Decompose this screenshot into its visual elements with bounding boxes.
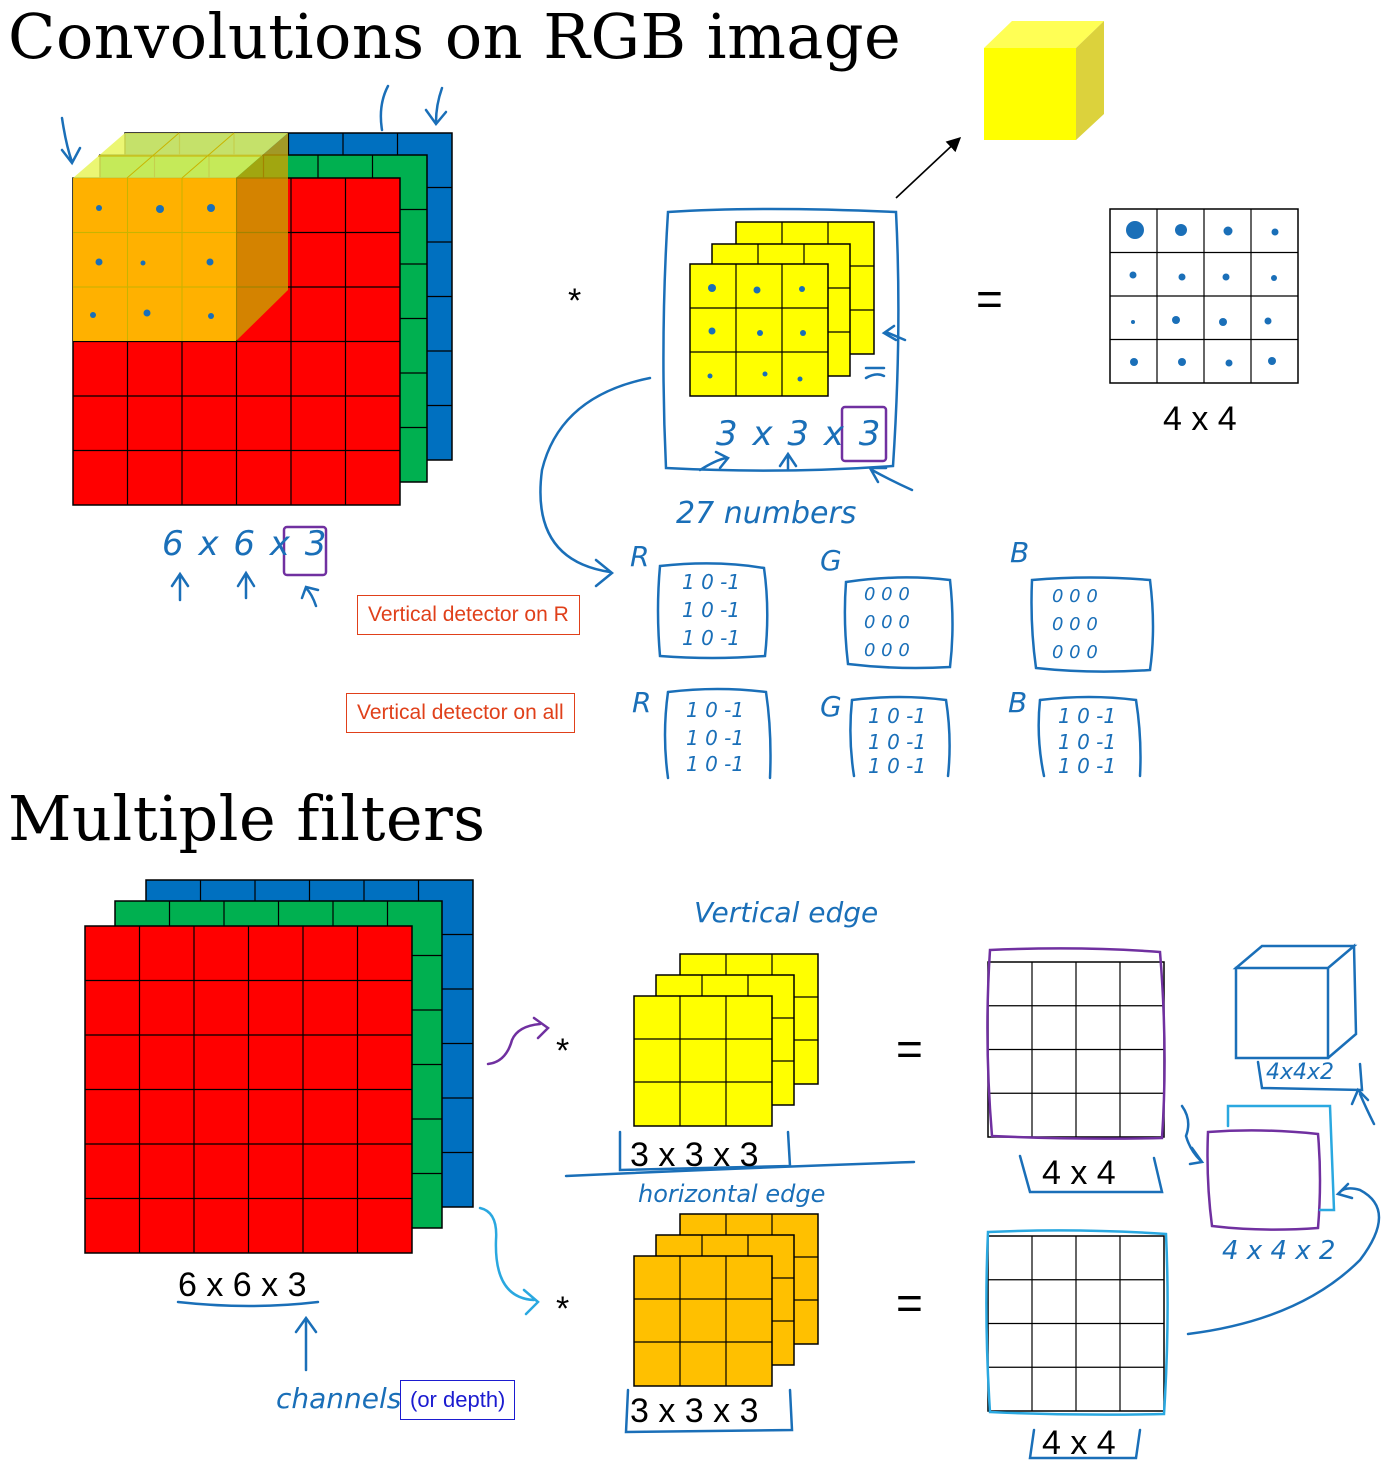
- note-or-depth: (or depth): [400, 1380, 516, 1420]
- matrix-B-row-2: 0 0 0: [1052, 614, 1098, 635]
- output2-dims: 4 x 4: [1042, 1424, 1116, 1462]
- matrix-G-row-1: 0 0 0: [864, 584, 910, 605]
- matrix-all-R-row-3: 1 0 -1: [686, 752, 745, 776]
- convolve-operator-2: *: [556, 1290, 570, 1328]
- matrix-R-row-3: 1 0 -1: [682, 626, 741, 650]
- channels-note: channels: [276, 1382, 402, 1415]
- matrix-all-G-row-1: 1 0 -1: [868, 704, 927, 728]
- channel-label-G-2: G: [820, 690, 842, 723]
- channel-label-R-1: R: [630, 540, 650, 573]
- note-vertical-detector-R: Vertical detector on R: [357, 595, 580, 635]
- matrix-G-row-2: 0 0 0: [864, 612, 910, 633]
- channel-label-B-1: B: [1010, 536, 1030, 569]
- stacked-output-label-1: 4x4x2: [1266, 1060, 1335, 1085]
- output-dims-top: 4 x 4: [1163, 400, 1237, 438]
- matrix-all-R-row-2: 1 0 -1: [686, 726, 745, 750]
- filter-overlay-cube: [73, 132, 288, 341]
- channel-pointer-arrows: [60, 84, 448, 608]
- channel-label-B-2: B: [1008, 686, 1028, 719]
- matrix-all-B-row-2: 1 0 -1: [1058, 730, 1117, 754]
- title-convolutions-rgb: Convolutions on RGB image: [8, 0, 902, 73]
- filter-volume-top: [689, 221, 875, 397]
- equals-operator-2: =: [896, 1277, 923, 1329]
- convolve-operator-1: *: [556, 1032, 570, 1070]
- filter2-volume: [633, 1213, 819, 1387]
- channels-box-input: [282, 525, 328, 577]
- filter1-volume: [633, 953, 819, 1127]
- matrix-brackets-top: [656, 562, 1155, 780]
- matrix-R-row-1: 1 0 -1: [682, 570, 741, 594]
- filter-annotation-strokes: [539, 324, 914, 588]
- output2-grid: [987, 1235, 1165, 1412]
- numbers-count-note: 27 numbers: [676, 496, 857, 531]
- output1-grid: [987, 961, 1165, 1138]
- matrix-all-G-row-2: 1 0 -1: [868, 730, 927, 754]
- channel-label-G-1: G: [820, 544, 842, 577]
- output-cube-top: [984, 21, 1104, 140]
- input-dims-handwritten: 6 x 6 x 3: [162, 524, 329, 564]
- input2-red-channel: [84, 925, 413, 1254]
- filter-dims-handwritten: 3 x 3 x 3: [716, 414, 883, 454]
- arrow-to-cube: [895, 137, 962, 199]
- note-vertical-detector-all: Vertical detector on all: [346, 693, 575, 733]
- stacked-output-label-2: 4 x 4 x 2: [1222, 1236, 1336, 1266]
- bottom-annotation-strokes: [176, 943, 1381, 1460]
- matrix-B-row-1: 0 0 0: [1052, 586, 1098, 607]
- filter2-dims: 3 x 3 x 3: [630, 1392, 759, 1430]
- matrix-all-B-row-1: 1 0 -1: [1058, 704, 1117, 728]
- matrix-B-row-3: 0 0 0: [1052, 642, 1098, 663]
- note-horizontal-edge: horizontal edge: [638, 1180, 826, 1208]
- matrix-R-row-2: 1 0 -1: [682, 598, 741, 622]
- matrix-all-B-row-3: 1 0 -1: [1058, 754, 1117, 778]
- matrix-all-G-row-3: 1 0 -1: [868, 754, 927, 778]
- output-grid-top: [1109, 208, 1299, 384]
- filter-enclosure: [662, 207, 900, 472]
- equals-operator-top: =: [976, 273, 1003, 325]
- convolve-operator-top: *: [568, 282, 582, 320]
- output1-dims: 4 x 4: [1042, 1154, 1116, 1192]
- title-multiple-filters: Multiple filters: [8, 782, 486, 855]
- input2-dims: 6 x 6 x 3: [178, 1266, 307, 1304]
- equals-operator-1: =: [896, 1023, 923, 1075]
- matrix-G-row-3: 0 0 0: [864, 640, 910, 661]
- channel-label-R-2: R: [632, 686, 652, 719]
- channels-box-filter: [840, 405, 888, 463]
- filter1-dims: 3 x 3 x 3: [630, 1136, 759, 1174]
- note-vertical-edge: Vertical edge: [694, 896, 879, 929]
- matrix-all-R-row-1: 1 0 -1: [686, 698, 745, 722]
